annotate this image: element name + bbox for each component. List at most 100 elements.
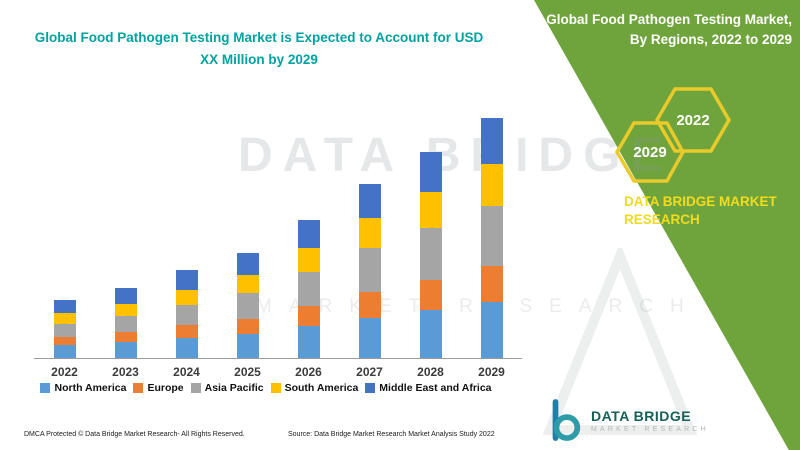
- bar-segment: [114, 332, 137, 342]
- logo-tagline: MARKET RESEARCH: [591, 425, 709, 433]
- bar-segment: [358, 218, 381, 248]
- bar-stack: [358, 184, 381, 358]
- bar-segment: [480, 302, 503, 358]
- x-axis-label: 2023: [112, 365, 139, 379]
- legend-label: North America: [54, 382, 127, 394]
- plot-area: [34, 104, 522, 359]
- watermark-triangle-icon: [542, 248, 698, 435]
- bar-segment: [53, 345, 76, 358]
- bar-segment: [53, 337, 76, 345]
- bar-segment: [114, 288, 137, 304]
- bar-segment: [175, 325, 198, 338]
- x-axis-label: 2026: [295, 365, 322, 379]
- bar-segment: [175, 270, 198, 290]
- hexagon-2022-outline-icon: [654, 87, 732, 153]
- bar-segment: [419, 192, 442, 228]
- legend-swatch: [190, 383, 201, 393]
- bar-segment: [297, 326, 320, 358]
- bar-column: [156, 270, 217, 358]
- bar-stack: [114, 288, 137, 358]
- legend-item: Europe: [133, 382, 184, 394]
- bar-segment: [297, 272, 320, 306]
- bar-segment: [53, 324, 76, 337]
- x-axis-label: 2027: [356, 365, 383, 379]
- bar-segment: [480, 206, 503, 266]
- logo-name: DATA BRIDGE: [591, 407, 692, 424]
- data-bridge-logo-icon: [552, 399, 581, 441]
- legend-item: Middle East and Africa: [365, 382, 492, 394]
- legend-swatch: [270, 383, 281, 393]
- bar-segment: [358, 248, 381, 292]
- bar-segment: [236, 275, 259, 293]
- bar-segment: [358, 318, 381, 358]
- legend-swatch: [365, 383, 376, 393]
- chart-title: Global Food Pathogen Testing Market is E…: [34, 30, 484, 68]
- bar-stack: [236, 253, 259, 358]
- bar-column: [278, 220, 339, 358]
- chart-legend: North America Europe Asia Pacific South Ame…: [6, 382, 526, 394]
- bar-segment: [53, 313, 76, 324]
- x-axis-label: 2024: [173, 365, 200, 379]
- bar-segment: [419, 280, 442, 310]
- bar-column: [400, 152, 461, 358]
- bar-segment: [236, 253, 259, 275]
- bar-segment: [236, 293, 259, 319]
- bar-segment: [236, 334, 259, 358]
- watermark-brand-text: DATA BRIDGE: [238, 129, 673, 182]
- bar-segment: [480, 164, 503, 206]
- bar-segment: [236, 319, 259, 334]
- legend-label: Europe: [147, 382, 184, 394]
- legend-item: Asia Pacific: [190, 382, 264, 394]
- legend-label: Middle East and Africa: [379, 382, 492, 394]
- footer-source-text: Source: Data Bridge Market Research Mark…: [288, 431, 495, 438]
- legend-label: South America: [284, 382, 359, 394]
- x-axis-label: 2022: [51, 365, 78, 379]
- legend-item: North America: [40, 382, 126, 394]
- bar-stack: [297, 220, 320, 358]
- bar-segment: [175, 290, 198, 305]
- legend-swatch: [133, 383, 144, 393]
- bar-segment: [175, 338, 198, 358]
- bar-segment: [297, 248, 320, 272]
- bar-segment: [175, 305, 198, 325]
- legend-item: South America: [270, 382, 359, 394]
- data-bridge-logo: DATA BRIDGE MARKET RESEARCH: [546, 398, 709, 442]
- side-panel-brand-text: DATA BRIDGE MARKET RESEARCH: [624, 194, 777, 227]
- bar-segment: [480, 266, 503, 302]
- legend-swatch: [40, 383, 51, 393]
- bar-segment: [419, 152, 442, 192]
- bar-segment: [358, 292, 381, 318]
- bar-column: [217, 253, 278, 358]
- bar-column: [95, 288, 156, 358]
- bar-stack: [53, 300, 76, 358]
- logo-text-block: DATA BRIDGE MARKET RESEARCH: [591, 408, 709, 433]
- bar-stack: [480, 118, 503, 358]
- bar-segment: [114, 316, 137, 332]
- bar-column: [461, 118, 522, 358]
- bar-segment: [480, 118, 503, 164]
- x-axis-label: 2029: [478, 365, 505, 379]
- stacked-bar-chart: 2022 2023 2024 2025 2026 2027 2028 2029: [34, 104, 522, 379]
- bar-segment: [114, 342, 137, 358]
- legend-label: Asia Pacific: [204, 382, 264, 394]
- year-hexagons: 2022 2029: [614, 87, 732, 183]
- bar-column: [34, 300, 95, 358]
- hexagon-2029-label: 2029: [633, 144, 666, 161]
- footer-dmca-text: DMCA Protected © Data Bridge Market Rese…: [24, 431, 245, 438]
- bar-column: [339, 184, 400, 358]
- bar-segment: [114, 304, 137, 316]
- bar-stack: [419, 152, 442, 358]
- x-axis-label: 2025: [234, 365, 261, 379]
- bar-stack: [175, 270, 198, 358]
- bar-segment: [53, 300, 76, 313]
- bar-segment: [358, 184, 381, 218]
- x-axis-label: 2028: [417, 365, 444, 379]
- bar-segment: [419, 228, 442, 280]
- hexagon-2029-outline-icon: [614, 121, 685, 183]
- bar-segment: [297, 306, 320, 326]
- hexagon-2022-label: 2022: [676, 112, 709, 129]
- x-axis-labels: 2022 2023 2024 2025 2026 2027 2028 2029: [34, 365, 522, 379]
- bar-segment: [297, 220, 320, 248]
- side-panel-title: Global Food Pathogen Testing Market, By …: [546, 12, 792, 48]
- bar-segment: [419, 310, 442, 358]
